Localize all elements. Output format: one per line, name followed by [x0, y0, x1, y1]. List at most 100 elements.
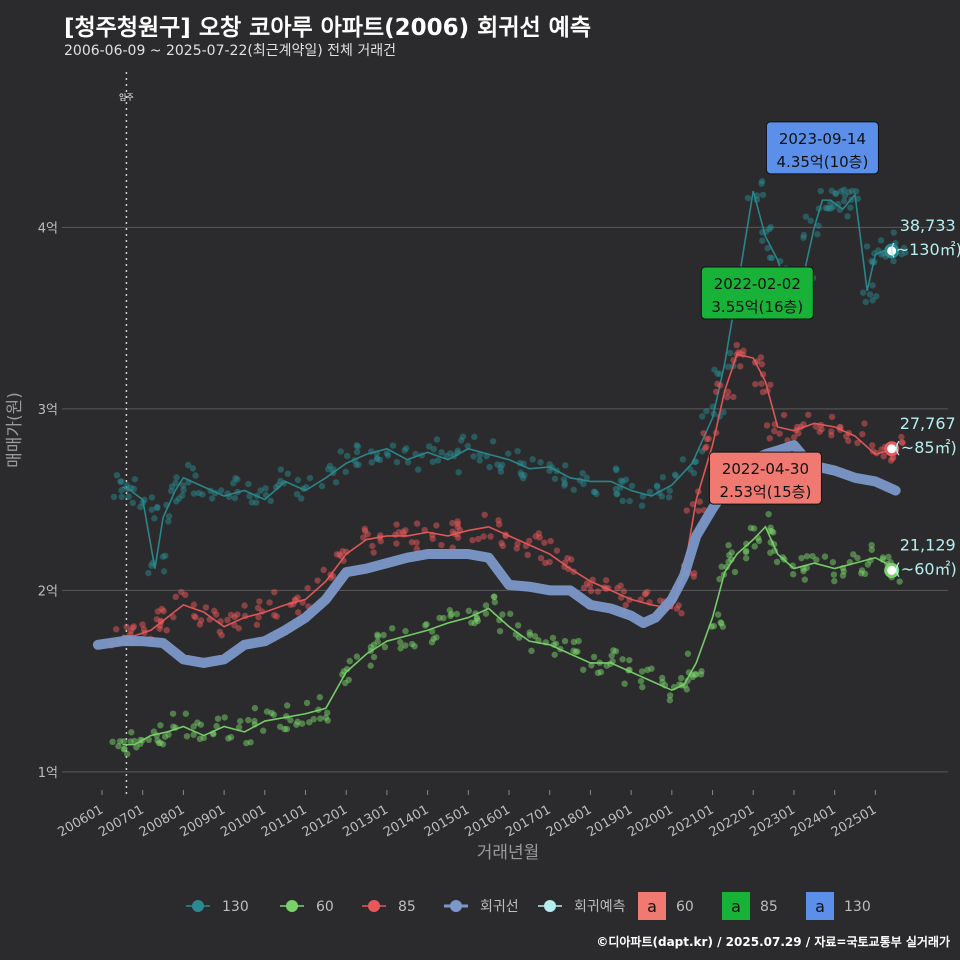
point-85-40-4 [854, 439, 861, 447]
point-130-25-1 [570, 486, 577, 493]
point-130-35-1 [759, 191, 767, 199]
point-60-20-5 [496, 627, 504, 635]
point-130-46-3 [863, 243, 871, 250]
point-130-16-3 [389, 442, 397, 449]
point-60-1-5 [120, 738, 127, 745]
point-60-33-5 [725, 542, 732, 549]
vline-label: 입주 [119, 93, 134, 102]
point-130-16-4 [383, 450, 391, 457]
point-85-19-0 [481, 511, 488, 518]
point-85-30-3 [695, 507, 702, 514]
point-60-26-2 [638, 668, 646, 675]
point-60-39-4 [829, 559, 837, 566]
point-130-19-4 [455, 469, 462, 476]
point-60-38-4 [821, 553, 829, 560]
point-60-37-0 [801, 576, 809, 583]
point-130-6-2 [180, 482, 187, 489]
point-60-11-3 [317, 715, 324, 722]
point-130-24-5 [546, 461, 553, 468]
annotation-0: 2023-09-14 4.35억(10층) [765, 121, 879, 175]
point-85-17-3 [449, 519, 456, 527]
point-85-6-2 [212, 611, 220, 618]
point-60-28-2 [666, 697, 674, 704]
point-130-10-3 [252, 499, 260, 506]
credit-line: ©디아파트(dapt.kr) / 2025.07.29 / 자료=국토교통부 실… [596, 935, 950, 949]
y-axis-label: 매매가(원) [5, 392, 25, 468]
annotation-1: 2022-02-02 3.55억(16층) [700, 266, 814, 320]
x-tick-labels: 2006012007012008012009012010012011012012… [56, 790, 879, 840]
point-60-3-4 [161, 733, 169, 740]
x-tick-10: 201601 [463, 802, 513, 840]
point-130-1-3 [129, 499, 137, 507]
point-85-8-4 [253, 621, 261, 628]
point-130-18-3 [433, 436, 441, 443]
point-60-4-0 [169, 710, 177, 717]
point-130-32-4 [703, 407, 710, 415]
point-130-2-0 [130, 485, 138, 493]
annotation-box-1 [700, 266, 814, 320]
point-85-2-0 [139, 621, 146, 628]
point-130-35-5 [758, 178, 766, 185]
point-130-32-5 [720, 409, 727, 416]
point-60-26-5 [619, 656, 626, 663]
point-60-15-4 [402, 642, 409, 649]
point-85-16-4 [433, 522, 440, 529]
point-85-10-2 [294, 594, 301, 601]
point-130-19-3 [447, 450, 454, 457]
point-85-38-0 [812, 423, 820, 430]
point-60-14-5 [388, 625, 396, 632]
point-85-12-5 [339, 548, 346, 555]
point-85-36-4 [766, 435, 773, 442]
point-85-13-0 [360, 534, 367, 541]
point-130-26-0 [583, 474, 590, 481]
point-85-16-0 [413, 539, 420, 546]
point-130-11-5 [277, 466, 285, 473]
legend-swatch-3 [450, 900, 462, 912]
legend-box-label-2: 130 [844, 899, 871, 915]
point-85-34-0 [758, 360, 766, 368]
legend-label-3: 회귀선 [480, 899, 519, 915]
endpoint-dot-85 [884, 441, 900, 457]
point-130-5-3 [167, 487, 175, 495]
point-60-11-2 [322, 714, 330, 721]
point-60-24-4 [590, 653, 598, 661]
point-60-25-3 [608, 652, 615, 659]
point-85-36-1 [780, 411, 788, 419]
legend-label-1: 60 [316, 899, 334, 915]
point-85-5-4 [192, 614, 199, 621]
point-60-9-4 [283, 725, 291, 733]
point-85-30-4 [696, 498, 703, 505]
point-130-1-4 [118, 478, 125, 485]
point-130-0-2 [110, 493, 118, 501]
point-60-8-4 [251, 717, 258, 725]
point-130-9-2 [245, 480, 252, 488]
point-60-32-4 [716, 575, 723, 583]
point-85-31-5 [701, 445, 709, 452]
x-tick-9: 201501 [422, 802, 472, 840]
point-85-14-0 [393, 521, 400, 528]
point-85-26-1 [620, 588, 628, 595]
point-130-18-0 [429, 458, 437, 465]
endpoint-value-60: 21,129 [900, 535, 956, 554]
point-130-15-1 [355, 461, 362, 468]
series-85-points [108, 341, 906, 649]
legend-label-4: 회귀예측 [574, 899, 626, 915]
point-60-3-5 [155, 739, 163, 747]
point-130-31-1 [679, 456, 687, 463]
point-130-11-4 [284, 470, 292, 477]
point-85-0-2 [123, 623, 130, 631]
point-130-29-5 [653, 482, 661, 489]
grid-lines [62, 226, 948, 773]
point-60-7-3 [235, 724, 243, 731]
point-130-23-5 [521, 472, 528, 479]
point-130-32-2 [699, 413, 706, 420]
point-130-25-3 [562, 462, 569, 469]
legend-box-2 [806, 892, 834, 920]
point-85-4-5 [172, 593, 179, 601]
annotation-date-2: 2022-04-30 [722, 460, 809, 478]
x-tick-7: 201301 [340, 802, 390, 840]
point-130-48-0 [890, 229, 897, 236]
point-85-41-4 [869, 442, 876, 449]
point-130-12-4 [293, 490, 301, 498]
legend-label-0: 130 [222, 899, 249, 915]
